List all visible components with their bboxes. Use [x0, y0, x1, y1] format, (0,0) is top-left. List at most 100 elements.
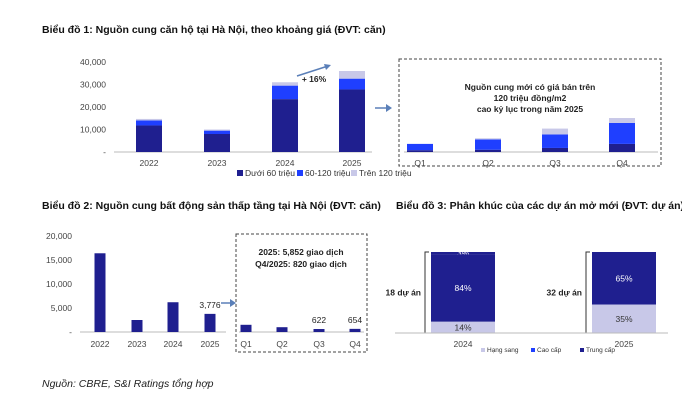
source-note: Nguồn: CBRE, S&I Ratings tổng hợp: [42, 378, 214, 390]
c1-ytick: 30,000: [80, 80, 106, 90]
c2-inset-xtick: Q1: [240, 339, 252, 349]
c1-bar-Trên-120-triệu: [272, 82, 298, 86]
c2-inset-data-label: 654: [348, 315, 362, 325]
c1-bar-Trên-120-triệu: [136, 118, 162, 121]
c1-legend-swatch: [237, 170, 243, 176]
c3-project-label: 18 dự án: [386, 288, 421, 298]
c1-ytick: 40,000: [80, 57, 106, 67]
c1-inset-xtick: Q2: [482, 158, 494, 168]
c1-legend-swatch: [351, 170, 357, 176]
c2-bar: [131, 320, 143, 332]
c1-growth-label: + 16%: [302, 74, 327, 84]
c2-ytick: -: [69, 327, 72, 337]
c3-bar-Trung-cấp: [431, 321, 495, 333]
c1-bar-Trên-120-triệu: [339, 71, 365, 79]
c3-bar-Hạng-sang: [431, 252, 495, 255]
c1-bar-Dưới-60-triệu: [272, 99, 298, 152]
c3-segment-label: 3%: [457, 248, 470, 258]
c3-legend-label: Hạng sang: [487, 347, 519, 354]
c1-inset-arrowhead: [386, 104, 392, 112]
c2-ytick: 15,000: [46, 255, 72, 265]
c1-inset-xtick: Q4: [616, 158, 628, 168]
c1-bar-60-120-triệu: [204, 130, 230, 134]
c2-ytick: 5,000: [51, 303, 73, 313]
c3-bracket: [424, 251, 429, 334]
c1-legend-label: 60-120 triệu: [305, 168, 351, 178]
c1-bar-60-120-triệu: [339, 78, 365, 90]
c2-inset-xtick: Q4: [349, 339, 361, 349]
c2-xtick: 2025: [201, 339, 220, 349]
c3-xtick: 2024: [454, 339, 473, 349]
c1-inset-bar-60-120-triệu: [407, 143, 433, 151]
c1-xtick: 2023: [208, 158, 227, 168]
c3-legend-swatch: [580, 348, 584, 352]
c1-ytick: 20,000: [80, 102, 106, 112]
c1-ytick: 10,000: [80, 125, 106, 135]
c3-project-label: 32 dự án: [547, 288, 582, 298]
c2-inset-box: [235, 233, 368, 353]
c3-bar-Cao-cấp: [592, 252, 656, 305]
c3-segment-label: 84%: [454, 283, 471, 293]
c1-legend-label: Trên 120 triệu: [359, 168, 412, 178]
c1-bar-Dưới-60-triệu: [204, 134, 230, 152]
c2-inset-arrowhead: [230, 299, 236, 307]
c1-bar-60-120-triệu: [136, 120, 162, 126]
c2-bar: [204, 313, 216, 332]
c1-inset-bar-Trên-120-triệu: [609, 118, 635, 123]
c2-ytick: 10,000: [46, 279, 72, 289]
c1-inset-bar-60-120-triệu: [475, 139, 501, 150]
chart1-title: Biểu đồ 1: Nguồn cung căn hộ tại Hà Nội,…: [42, 24, 386, 36]
c1-inset-bar-Dưới-60-triệu: [475, 149, 501, 152]
c2-inset-xtick: Q2: [276, 339, 288, 349]
c2-inset-xtick: Q3: [313, 339, 325, 349]
c3-bar-Trung-cấp: [592, 304, 656, 333]
c2-inset-data-label: 622: [312, 315, 326, 325]
chart2-title: Biểu đồ 2: Nguồn cung bất động sản thấp …: [42, 200, 381, 212]
c1-bar-Trên-120-triệu: [204, 129, 230, 131]
c1-legend-label: Dưới 60 triệu: [245, 168, 295, 178]
c1-inset-bar-Trên-120-triệu: [475, 138, 501, 140]
c1-xtick: 2024: [276, 158, 295, 168]
c2-bar: [94, 253, 106, 332]
c1-xtick: 2022: [140, 158, 159, 168]
c2-xtick: 2023: [128, 339, 147, 349]
c2-inset-bar: [276, 327, 288, 332]
c2-inset-annotation: Q4/2025: 820 giao dịch: [255, 259, 347, 269]
c2-ytick: 20,000: [46, 231, 72, 241]
c1-legend-swatch: [297, 170, 303, 176]
c1-growth-arrowhead: [324, 64, 331, 70]
c3-segment-label: 14%: [454, 322, 471, 332]
c3-legend-swatch: [531, 348, 535, 352]
c1-inset-bar-Dưới-60-triệu: [542, 147, 568, 152]
c2-inset-bar: [240, 324, 252, 332]
c3-segment-label: 35%: [615, 314, 632, 324]
c3-xtick: 2025: [615, 339, 634, 349]
c1-ytick: -: [103, 147, 106, 157]
c2-xtick: 2022: [91, 339, 110, 349]
c1-inset-box: [398, 58, 662, 167]
c1-inset-annotation: 120 triệu đồng/m2: [494, 93, 567, 103]
c2-xtick: 2024: [164, 339, 183, 349]
c3-legend-label: Trung cấp: [586, 345, 615, 354]
c2-inset-annotation: 2025: 5,852 giao dịch: [258, 247, 343, 257]
c2-data-label: 3,776: [199, 300, 221, 310]
c1-inset-annotation: cao kỷ lục trong năm 2025: [477, 104, 584, 114]
c1-inset-bar-Dưới-60-triệu: [407, 150, 433, 152]
c1-inset-xtick: Q3: [549, 158, 561, 168]
c2-inset-bar: [349, 328, 361, 332]
c2-inset-bar: [313, 329, 325, 332]
c1-inset-annotation: Nguồn cung mới có giá bán trên: [465, 82, 596, 92]
c1-inset-bar-Trên-120-triệu: [542, 128, 568, 135]
c3-bracket: [585, 251, 590, 334]
c1-xtick: 2025: [343, 158, 362, 168]
c3-legend-label: Cao cấp: [537, 345, 562, 354]
chart3-title: Biểu đồ 3: Phân khúc của các dự án mở mớ…: [396, 200, 682, 212]
c1-inset-bar-Dưới-60-triệu: [609, 143, 635, 152]
c1-bar-Dưới-60-triệu: [339, 89, 365, 152]
c2-bar: [167, 302, 179, 332]
c1-inset-xtick: Q1: [414, 158, 426, 168]
c1-inset-bar-60-120-triệu: [609, 122, 635, 144]
c3-segment-label: 65%: [615, 273, 632, 283]
c3-legend-swatch: [481, 348, 485, 352]
